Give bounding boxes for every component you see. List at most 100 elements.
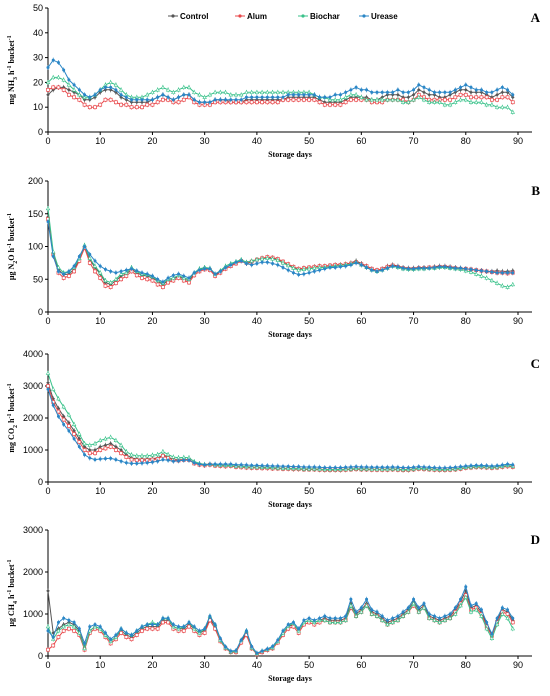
- data-point: [93, 458, 97, 462]
- data-point: [224, 265, 228, 269]
- data-point: [375, 610, 379, 614]
- data-point: [364, 603, 369, 608]
- data-point: [453, 88, 457, 92]
- data-point: [260, 260, 264, 264]
- data-point: [87, 261, 92, 265]
- data-point: [265, 464, 269, 468]
- data-point: [114, 633, 118, 637]
- data-point: [197, 100, 201, 104]
- data-point: [302, 93, 306, 97]
- data-point: [61, 404, 66, 409]
- data-point: [406, 99, 411, 104]
- series-control: [46, 214, 515, 287]
- x-tick-label: 60: [356, 486, 366, 496]
- data-point: [344, 264, 348, 268]
- data-point: [380, 465, 384, 469]
- panel-letter: B: [531, 183, 540, 198]
- data-point: [438, 616, 442, 620]
- data-point: [427, 465, 431, 469]
- data-point: [485, 620, 489, 624]
- data-point: [391, 465, 395, 469]
- data-point: [510, 620, 515, 625]
- data-point: [61, 417, 66, 422]
- series-line-biochar: [47, 208, 514, 288]
- legend-label-urease: Urease: [371, 12, 398, 21]
- data-point: [124, 95, 128, 99]
- data-point: [385, 266, 389, 270]
- data-point: [145, 461, 149, 465]
- data-point: [307, 616, 311, 620]
- series-line-urease: [47, 59, 514, 103]
- data-point: [447, 615, 453, 620]
- data-point: [417, 465, 421, 469]
- data-point: [328, 102, 332, 107]
- data-point: [156, 277, 160, 281]
- data-point: [161, 458, 165, 462]
- data-point: [249, 100, 254, 105]
- data-point: [82, 102, 87, 107]
- data-point: [365, 465, 369, 469]
- data-point: [469, 464, 473, 468]
- data-point: [400, 613, 406, 618]
- series-line-urease: [47, 389, 513, 469]
- data-point: [155, 452, 160, 457]
- data-point: [171, 98, 175, 102]
- data-point: [396, 614, 400, 618]
- data-point: [244, 262, 248, 266]
- data-point: [61, 77, 66, 82]
- data-point: [271, 644, 275, 648]
- data-point: [176, 100, 181, 105]
- data-point: [229, 98, 233, 102]
- data-point: [291, 265, 296, 270]
- data-point: [239, 92, 244, 97]
- data-point: [67, 626, 71, 631]
- data-point: [87, 255, 92, 260]
- data-point: [72, 429, 76, 433]
- data-point: [270, 256, 275, 261]
- data-point: [333, 97, 338, 102]
- data-point: [140, 628, 144, 633]
- data-point: [255, 651, 259, 655]
- series-line-biochar: [47, 596, 514, 655]
- data-point: [348, 603, 354, 608]
- data-point: [46, 381, 50, 385]
- data-point: [453, 95, 458, 100]
- series-line-control: [47, 216, 513, 286]
- data-point: [391, 90, 395, 94]
- data-point: [406, 95, 411, 100]
- data-point: [395, 97, 401, 102]
- data-point: [479, 608, 483, 612]
- data-point: [479, 99, 484, 104]
- data-point: [229, 263, 233, 267]
- data-point: [370, 465, 374, 469]
- data-point: [192, 89, 197, 94]
- data-point: [192, 271, 196, 275]
- data-point: [118, 87, 124, 92]
- data-point: [281, 464, 285, 468]
- data-point: [234, 98, 238, 102]
- data-point: [510, 109, 515, 114]
- data-point: [202, 631, 207, 635]
- data-point: [187, 620, 191, 624]
- data-point: [271, 262, 275, 266]
- data-point: [390, 97, 395, 102]
- data-point: [453, 606, 457, 610]
- data-point: [82, 445, 87, 449]
- data-point: [212, 89, 218, 94]
- data-point: [359, 606, 363, 610]
- data-point: [443, 90, 447, 94]
- data-point: [286, 623, 290, 626]
- data-point: [474, 602, 478, 605]
- x-tick-label: 50: [304, 136, 314, 146]
- data-point: [114, 448, 118, 452]
- data-point: [56, 85, 61, 90]
- data-point: [458, 97, 463, 102]
- data-point: [51, 643, 56, 648]
- data-point: [506, 608, 510, 612]
- data-point: [484, 102, 489, 107]
- data-point: [323, 267, 327, 271]
- data-point: [511, 463, 515, 467]
- data-point: [213, 98, 217, 102]
- y-tick-label: 20: [33, 77, 43, 87]
